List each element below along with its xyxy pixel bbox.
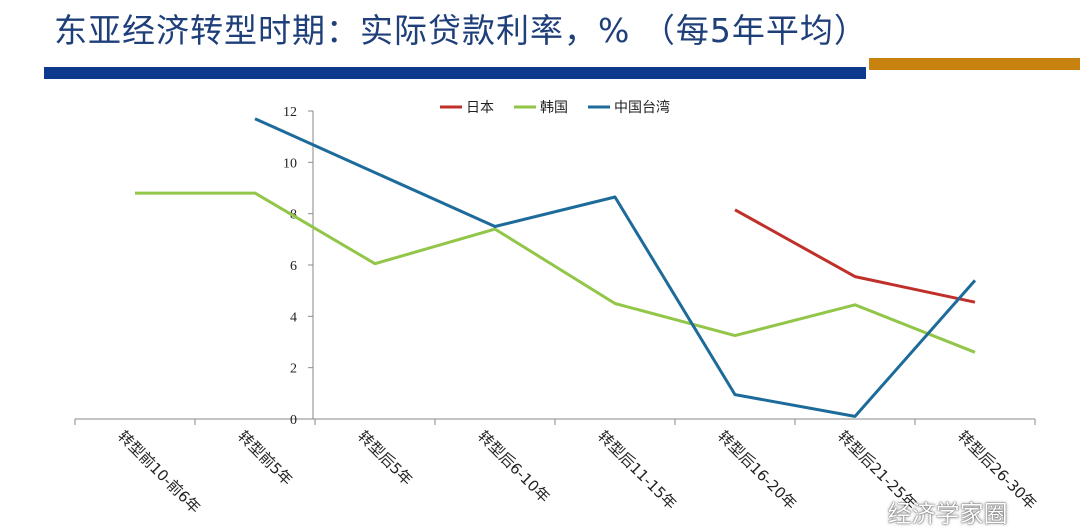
title-underline-blue	[44, 67, 866, 79]
x-tick-label: 转型后16-20年	[714, 427, 800, 513]
title-underline-orange	[869, 58, 1080, 70]
y-tick-label: 4	[290, 310, 297, 325]
x-tick-label: 转型前10-前6年	[114, 427, 204, 517]
series-line-中国台湾	[254, 117, 977, 418]
x-tick-label: 转型后6-10年	[474, 427, 553, 506]
legend-label: 韩国	[540, 100, 568, 116]
y-tick-label: 6	[290, 259, 297, 274]
y-tick-label: 10	[283, 156, 297, 171]
series-line-韩国	[135, 191, 976, 354]
wechat-icon	[851, 501, 878, 523]
x-tick-label: 转型后5年	[354, 427, 416, 489]
y-tick-label: 0	[290, 413, 297, 428]
watermark-text: 经济学家圈	[887, 500, 1008, 528]
legend-label: 中国台湾	[614, 99, 670, 116]
x-tick-label: 转型前5年	[234, 427, 296, 489]
series-line-日本	[734, 208, 976, 304]
legend-label: 日本	[466, 100, 494, 116]
page-title: 东亚经济转型时期：实际贷款利率，% （每5年平均）	[54, 11, 868, 50]
x-tick-label: 转型后11-15年	[594, 427, 680, 513]
y-tick-label: 2	[290, 362, 297, 377]
watermark: 经济学家圈	[850, 494, 1008, 529]
y-tick-label: 12	[283, 105, 297, 120]
